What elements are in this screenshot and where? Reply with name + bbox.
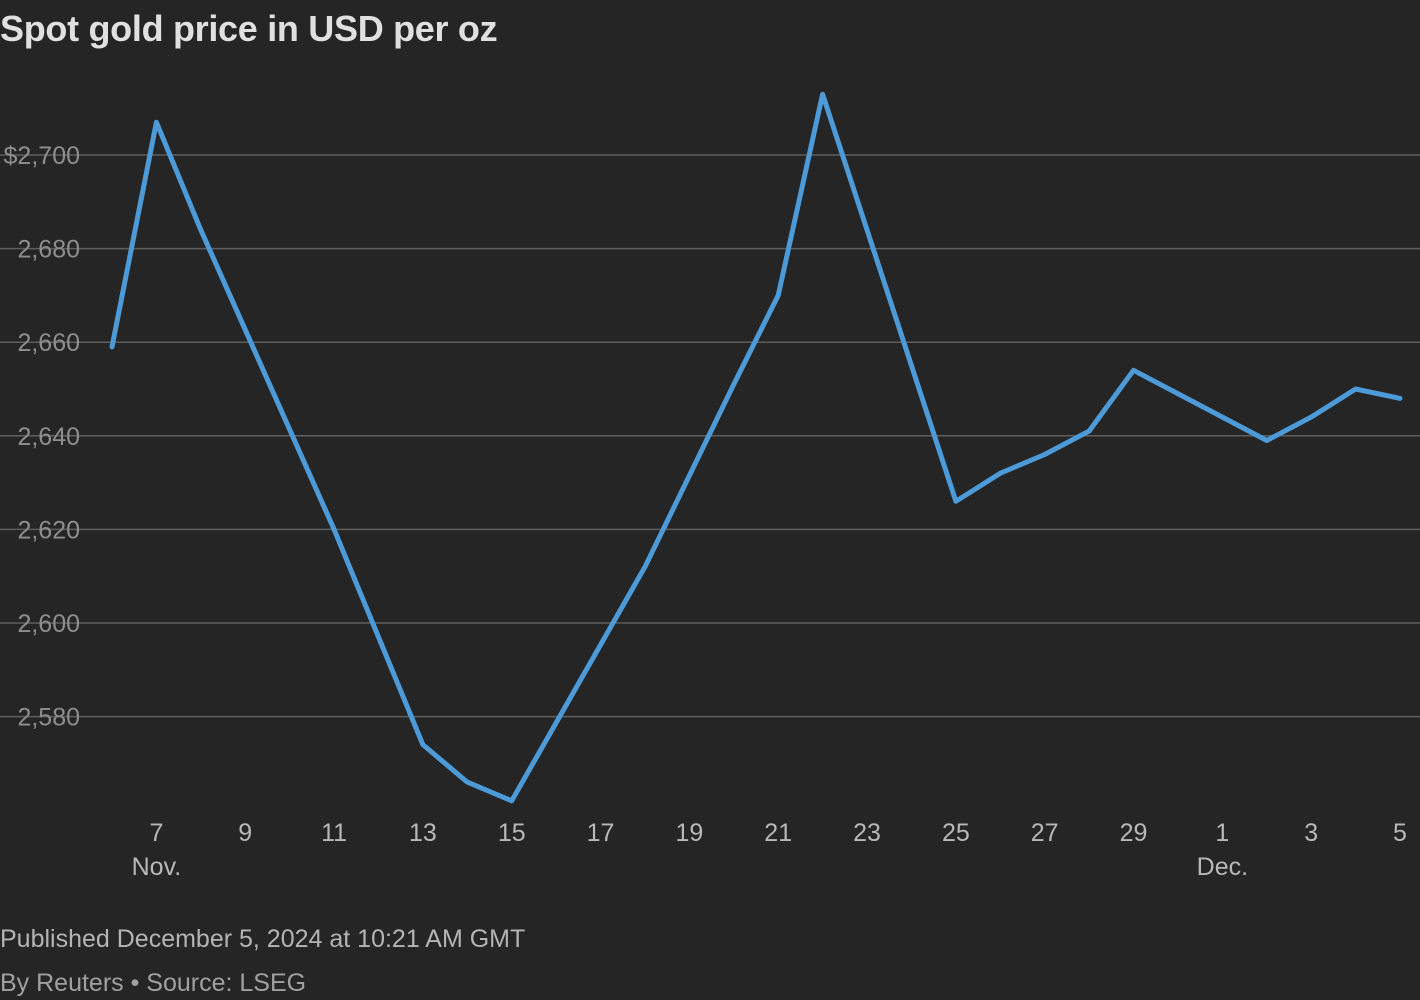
x-tick-label: 19 (675, 819, 703, 847)
series-line (109, 91, 1403, 804)
x-tick-label: 27 (1031, 819, 1059, 847)
y-tick-label: 2,640 (17, 423, 80, 451)
byline-source: By Reuters • Source: LSEG (0, 969, 307, 997)
x-tick-label: 13 (409, 819, 437, 847)
x-month-label: Nov. (132, 853, 182, 881)
published-date: Published December 5, 2024 at 10:21 AM G… (0, 925, 526, 953)
y-tick-label: 2,580 (17, 704, 80, 732)
x-tick-label: 15 (498, 819, 526, 847)
y-tick-labels: $2,700 2,680 2,660 2,640 2,620 2,600 2,580 (4, 142, 80, 732)
x-tick-labels: 7 Nov. 9 11 13 15 17 19 21 23 25 27 29 1 Dec. 3 5 (132, 819, 1407, 881)
grid-lines (0, 154, 1420, 718)
x-tick-label: 7 (149, 819, 163, 847)
chart-plot: $2,700 2,680 2,660 2,640 2,620 2,600 2,580 7 No… (0, 91, 1420, 881)
x-tick-label: 3 (1304, 819, 1318, 847)
y-tick-label: 2,620 (17, 516, 80, 544)
x-tick-label: 9 (238, 819, 252, 847)
y-tick-label: 2,680 (17, 236, 80, 264)
y-tick-label: 2,600 (17, 610, 80, 638)
x-tick-label: 29 (1120, 819, 1148, 847)
x-tick-label: 17 (587, 819, 615, 847)
x-tick-label: 21 (764, 819, 792, 847)
x-tick-label: 11 (321, 819, 347, 847)
x-tick-label: 1 (1215, 819, 1229, 847)
x-tick-label: 23 (853, 819, 881, 847)
x-tick-label: 25 (942, 819, 970, 847)
price-series (109, 91, 1403, 804)
x-month-label: Dec. (1197, 853, 1248, 881)
y-tick-label: $2,700 (4, 142, 80, 170)
chart-title: Spot gold price in USD per oz (0, 8, 498, 49)
y-tick-label: 2,660 (17, 329, 80, 357)
x-tick-label: 5 (1393, 819, 1407, 847)
